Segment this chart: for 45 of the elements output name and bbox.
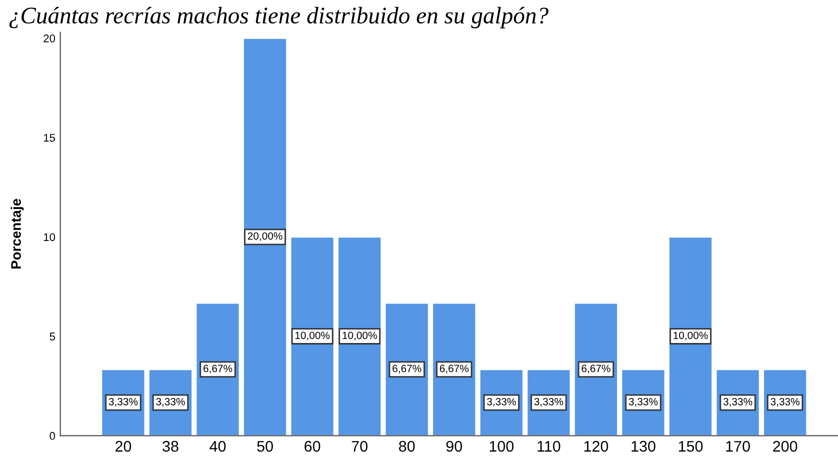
x-tick-label: 110 — [538, 440, 560, 452]
data-label: 10,00% — [295, 332, 330, 340]
data-label: 3,33% — [770, 398, 800, 407]
y-tick-label: 20 — [44, 34, 56, 42]
bar — [242, 38, 288, 436]
bar — [195, 302, 240, 436]
x-tick-label: 40 — [210, 440, 226, 452]
x-tick-label: 170 — [726, 440, 750, 452]
y-tick-label: 10 — [44, 233, 56, 242]
x-tick-label: 70 — [352, 440, 368, 452]
data-label: 6,67% — [204, 364, 232, 374]
x-tick-label: 60 — [304, 440, 320, 452]
data-label: 6,67% — [440, 364, 469, 374]
bar — [574, 302, 618, 436]
data-label: 3,33% — [108, 398, 138, 407]
y-tick-label: 0 — [50, 432, 56, 440]
bar — [337, 236, 382, 436]
x-tick-label: 120 — [584, 440, 608, 452]
y-tick-label: 15 — [44, 134, 56, 142]
x-tick-label: 80 — [399, 440, 415, 452]
data-label: 3,33% — [487, 398, 516, 407]
y-tick-label: 5 — [50, 332, 56, 340]
data-label: 3,33% — [156, 398, 185, 407]
data-label: 3,33% — [534, 398, 564, 407]
x-tick-label: 150 — [678, 440, 703, 452]
x-tick-label: 90 — [446, 440, 462, 452]
data-label: 20,00% — [248, 232, 282, 241]
x-tick-label: 200 — [773, 440, 798, 452]
data-label: 10,00% — [674, 332, 708, 340]
bar — [384, 302, 430, 436]
x-tick-label: 38 — [162, 440, 178, 452]
bar — [290, 236, 335, 436]
bar — [668, 236, 713, 436]
y-axis-title: Porcentaje — [10, 198, 24, 269]
chart-title: ¿Cuántas recrías machos tiene distribuido en su galpón? — [9, 6, 548, 28]
bar — [432, 302, 477, 436]
data-label: 10,00% — [342, 332, 377, 340]
data-label: 6,67% — [392, 364, 422, 374]
data-label: 3,33% — [628, 398, 658, 407]
data-label: 6,67% — [582, 364, 610, 374]
x-tick-label: 100 — [490, 440, 514, 452]
data-label: 3,33% — [723, 398, 752, 407]
x-tick-label: 130 — [632, 440, 656, 452]
x-tick-label: 20 — [115, 440, 132, 452]
x-tick-label: 50 — [257, 440, 273, 452]
